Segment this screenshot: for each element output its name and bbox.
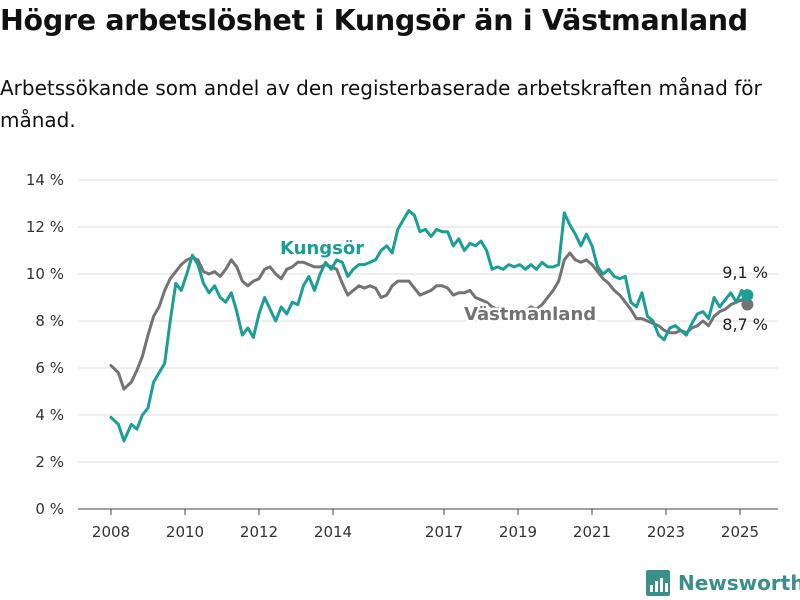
line-chart: 0 % 2 % 4 % 6 % 8 % 10 % 12 % 14 % 2008 2010 2012 2… — [26, 171, 778, 541]
brand-logo[interactable]: Newsworthy — [645, 568, 800, 598]
end-point — [741, 298, 754, 311]
kungsor-label: Kungsör — [280, 238, 364, 259]
brand-name: Newsworthy — [678, 571, 800, 595]
y-tick-label: 6 % — [35, 359, 64, 377]
y-tick-label: 12 % — [26, 218, 64, 236]
x-tick-label: 2023 — [647, 523, 685, 541]
x-tick-label: 2012 — [240, 523, 278, 541]
x-tick-label: 2008 — [92, 523, 130, 541]
x-tick-label: 2021 — [573, 523, 611, 541]
x-tick-label: 2010 — [166, 523, 204, 541]
y-tick-label: 0 % — [35, 500, 64, 518]
y-tick-label: 10 % — [26, 265, 64, 283]
y-tick-label: 2 % — [35, 453, 64, 471]
vastmanland-label: Västmanland — [464, 304, 596, 325]
vastmanland-end-label: 8,7 % — [722, 315, 768, 334]
chart-title: Högre arbetslöshet i Kungsör än i Västma… — [0, 4, 748, 37]
newsworthy-chart-logo-icon — [646, 570, 670, 596]
y-tick-label: 14 % — [26, 171, 64, 189]
vastmanland-line — [109, 251, 749, 391]
x-tick-label: 2019 — [499, 523, 537, 541]
chart-subtitle: Arbetssökande som andel av den registerb… — [0, 76, 762, 132]
y-tick-label: 8 % — [35, 312, 64, 330]
x-tick-label: 2014 — [314, 523, 352, 541]
kungsor-end-label: 9,1 % — [722, 263, 768, 282]
kungsor-line — [109, 209, 749, 443]
end-point — [741, 289, 754, 302]
x-tick-label: 2017 — [425, 523, 463, 541]
y-tick-label: 4 % — [35, 406, 64, 424]
x-tick-label: 2025 — [721, 523, 759, 541]
